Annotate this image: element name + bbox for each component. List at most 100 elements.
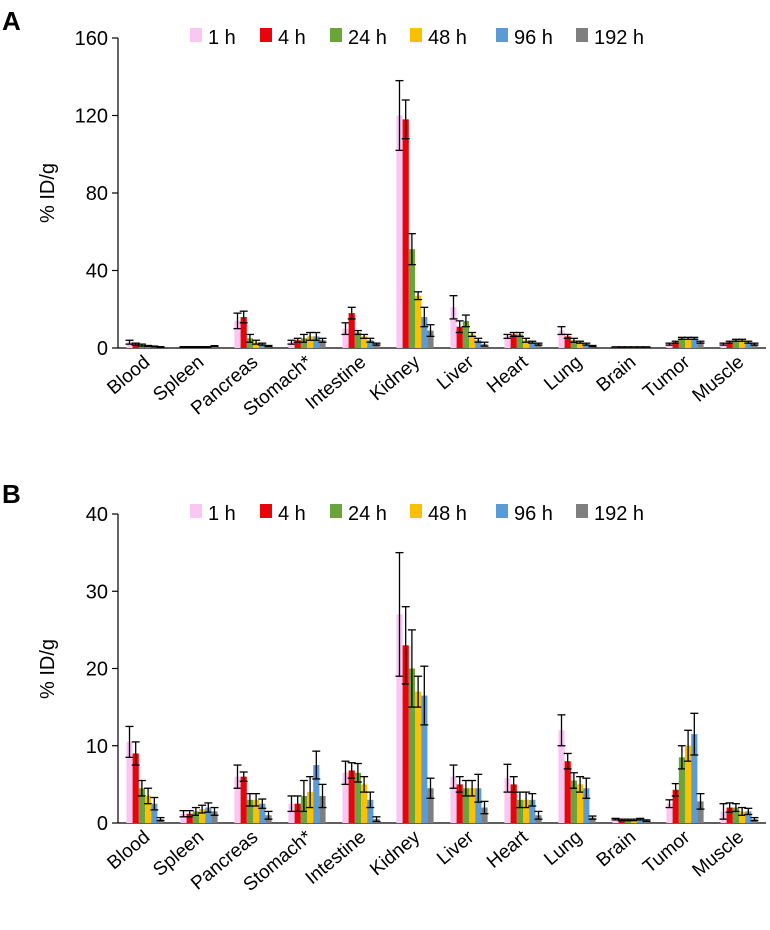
panel-b-error-bar-kidney-1-h bbox=[395, 551, 404, 677]
panel-b-category-label-brain: Brain bbox=[593, 827, 640, 872]
panel-a-bar-intestine-48-h bbox=[361, 336, 368, 349]
panel-b-bar-kidney-1-h bbox=[396, 614, 403, 823]
panel-a-bar-blood-1-h bbox=[126, 342, 133, 348]
panel-a-error-bar-blood-4-h bbox=[131, 342, 140, 346]
panel-b-error-bar-muscle-48-h bbox=[738, 806, 747, 816]
panel-b-error-bar-blood-48-h bbox=[144, 787, 153, 805]
panel-b-bar-tumor-192-h bbox=[697, 801, 704, 823]
panel-b-legend: 1 h 4 h 24 h 48 h 96 h 192 h bbox=[190, 503, 644, 525]
panel-a-bar-liver-24-h bbox=[462, 320, 469, 349]
panel-b-error-bar-pancreas-1-h bbox=[233, 764, 242, 789]
panel-a-bar-muscle-4-h bbox=[726, 342, 733, 348]
panel-a-bar-stomach-48-h bbox=[307, 336, 314, 349]
panel-a-error-bar-liver-1-h bbox=[449, 295, 458, 320]
panel-a-error-bar-stomach-96-h bbox=[312, 331, 321, 341]
panel-b-error-bar-intestine-192-h bbox=[372, 816, 381, 823]
panel-b-error-bar-brain-1-h bbox=[611, 817, 620, 821]
panel-a-bar-lung-48-h bbox=[577, 342, 584, 348]
panel-b-bar-intestine-24-h bbox=[354, 772, 361, 823]
panel-b-legend-swatch-96-h bbox=[496, 504, 508, 518]
panel-b-error-bar-pancreas-4-h bbox=[239, 771, 248, 782]
panel-b-bar-tumor-4-h bbox=[672, 789, 679, 823]
panel-a-bar-pancreas-1-h bbox=[234, 320, 241, 349]
panel-a-bar-pancreas-24-h bbox=[246, 338, 253, 348]
panel-a-bar-liver-4-h bbox=[456, 326, 463, 348]
panel-b-bar-liver-1-h bbox=[450, 776, 457, 823]
panel-b-error-bar-spleen-192-h bbox=[210, 806, 219, 816]
panel-b-category-label-liver: Liver bbox=[433, 826, 479, 869]
panel-b-legend-label-192-h: 192 h bbox=[594, 503, 644, 525]
panel-a-legend-item-192-h: 192 h bbox=[576, 27, 644, 49]
panel-b-category-label-intestine: Intestine bbox=[302, 827, 371, 889]
panel-a-bar-heart-1-h bbox=[504, 336, 511, 349]
panel-a-y-axis-title: % ID/g bbox=[37, 163, 59, 223]
panel-b-bar-stomach-4-h bbox=[294, 803, 301, 823]
panel-b-bar-pancreas-4-h bbox=[240, 776, 247, 823]
panel-a-bar-tumor-96-h bbox=[691, 338, 698, 348]
panel-b-bar-intestine-4-h bbox=[348, 770, 355, 823]
panel-b-error-bar-kidney-4-h bbox=[401, 606, 410, 685]
panel-a-bar-stomach-4-h bbox=[294, 340, 301, 348]
panel-a-bar-heart-48-h bbox=[523, 340, 530, 348]
panel-a-error-bar-lung-24-h bbox=[569, 337, 578, 343]
panel-b-y-axis-title: % ID/g bbox=[37, 639, 59, 699]
panel-a-error-bar-blood-192-h bbox=[156, 345, 165, 349]
panel-b-legend-item-96-h: 96 h bbox=[496, 503, 553, 525]
panel-b-bar-blood-4-h bbox=[132, 753, 139, 823]
panel-b-bar-liver-192-h bbox=[481, 807, 488, 823]
panel-b-error-bar-tumor-48-h bbox=[684, 729, 693, 762]
panel-b-bar-kidney-4-h bbox=[402, 645, 409, 823]
panel-b-bar-lung-192-h bbox=[589, 817, 596, 823]
panel-label-a: A bbox=[2, 6, 21, 36]
panel-a-error-bar-lung-192-h bbox=[588, 344, 597, 348]
panel-a-bar-lung-4-h bbox=[564, 336, 571, 349]
panel-b-bar-blood-48-h bbox=[145, 795, 152, 823]
panel-a-bar-muscle-96-h bbox=[745, 342, 752, 348]
panel-b-bar-pancreas-96-h bbox=[259, 803, 266, 823]
panel-a-bar-heart-192-h bbox=[535, 344, 542, 349]
panel-a-error-bar-heart-48-h bbox=[522, 337, 531, 343]
panel-b-y-tick-label: 20 bbox=[86, 659, 108, 681]
panel-b-error-bar-pancreas-96-h bbox=[258, 798, 267, 809]
panel-a-legend-label-192-h: 192 h bbox=[594, 27, 644, 49]
panel-b-error-bar-lung-96-h bbox=[582, 777, 591, 799]
panel-b-bar-blood-96-h bbox=[151, 803, 158, 823]
panel-b-bar-heart-48-h bbox=[523, 799, 530, 823]
panel-a-y-tick-label: 160 bbox=[75, 28, 108, 50]
panel-b-category-label-tumor: Tumor bbox=[639, 826, 695, 877]
panel-b-bar-liver-48-h bbox=[469, 788, 476, 823]
panel-a-legend-label-24-h: 24 h bbox=[348, 27, 387, 49]
panel-b-y-tick-label: 40 bbox=[86, 504, 108, 526]
panel-a-bar-liver-1-h bbox=[450, 307, 457, 348]
panel-b-y-tick-label: 10 bbox=[86, 736, 108, 758]
panel-b-legend-item-1-h: 1 h bbox=[190, 503, 236, 525]
panel-b-error-bar-tumor-4-h bbox=[671, 782, 680, 797]
panel-a-bar-stomach-24-h bbox=[300, 338, 307, 348]
panel-b-bar-heart-4-h bbox=[510, 784, 517, 824]
panel-b-bar-pancreas-1-h bbox=[234, 776, 241, 823]
panel-a-error-bar-pancreas-1-h bbox=[233, 312, 242, 330]
panel-a-legend-item-4-h: 4 h bbox=[260, 27, 306, 49]
panel-a-legend-swatch-48-h bbox=[410, 28, 422, 42]
panel-a-error-bar-spleen-192-h bbox=[210, 345, 219, 348]
panel-b-bar-lung-96-h bbox=[583, 788, 590, 823]
panel-b-error-bar-kidney-192-h bbox=[426, 777, 435, 799]
panel-a-error-bar-liver-4-h bbox=[455, 320, 464, 334]
panel-b-error-bar-blood-1-h bbox=[125, 725, 134, 758]
panel-a-bar-liver-96-h bbox=[475, 340, 482, 348]
panel-a-error-bar-muscle-192-h bbox=[750, 342, 759, 346]
panel-a-bar-heart-96-h bbox=[529, 342, 536, 348]
panel-b-error-bar-pancreas-192-h bbox=[264, 810, 273, 820]
panel-a-error-bar-kidney-1-h bbox=[395, 79, 404, 152]
panel-b-bar-tumor-96-h bbox=[691, 734, 698, 823]
panel-b-legend-label-48-h: 48 h bbox=[428, 503, 467, 525]
panel-a-error-bar-intestine-96-h bbox=[366, 337, 375, 343]
panel-a-error-bar-stomach-1-h bbox=[287, 339, 296, 345]
panel-b-bar-lung-24-h bbox=[570, 780, 577, 823]
panel-a-legend-swatch-192-h bbox=[576, 28, 588, 42]
panel-a-error-bar-intestine-4-h bbox=[347, 306, 356, 320]
panel-a-bar-lung-96-h bbox=[583, 344, 590, 349]
panel-b-error-bar-stomach-192-h bbox=[318, 783, 327, 809]
